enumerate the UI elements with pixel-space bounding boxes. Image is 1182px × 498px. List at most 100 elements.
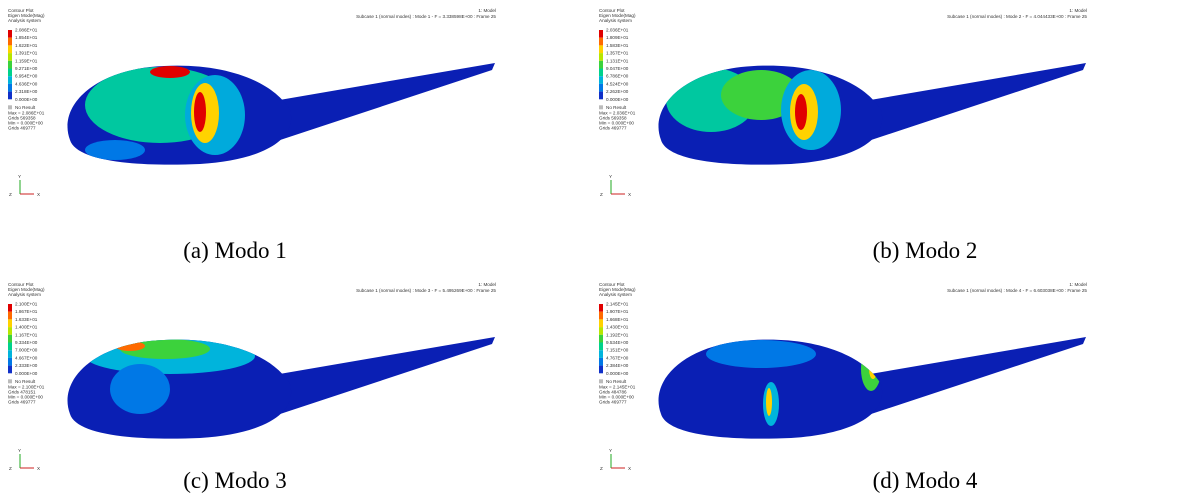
legend-label: 1.159E+01 — [15, 58, 38, 63]
legend-swatch — [8, 312, 12, 320]
subcase-label: Subcase 1 (normal modes) : Mode 3 - F = … — [356, 288, 496, 293]
legend-label: 1.391E+01 — [15, 51, 38, 56]
legend-swatch — [8, 319, 12, 327]
system: Analysis system — [8, 18, 41, 23]
system: Analysis system — [599, 18, 632, 23]
legend-label: 2.036E+01 — [606, 28, 629, 33]
legend-swatch — [599, 304, 603, 312]
triad-y-label: Y — [18, 174, 21, 179]
legend-swatch — [8, 38, 12, 46]
legend-label: 1.854E+01 — [15, 35, 38, 40]
legend-label: 1.131E+01 — [606, 58, 629, 63]
triad-z-label: Z — [600, 466, 603, 471]
legend-swatch — [8, 61, 12, 69]
legend-swatch — [599, 84, 603, 92]
legend-label: 6.954E+00 — [15, 74, 38, 79]
legend-label: 0.000E+00 — [606, 371, 629, 376]
no-result: No Result — [15, 379, 36, 384]
legend-swatch — [599, 335, 603, 343]
no-result-swatch — [8, 379, 12, 383]
triad-x-label: X — [37, 192, 40, 197]
legend-label: 1.430E+01 — [606, 325, 629, 330]
legend-label: 9.534E+00 — [606, 340, 629, 345]
caption: (b) Modo 2 — [873, 238, 978, 263]
min-grid: Grids 469777 — [599, 125, 627, 130]
legend-label: 7.000E+00 — [15, 348, 38, 353]
legend-swatch — [599, 350, 603, 358]
figure: Contour PlotEigen Mode(Mag)Analysis syst… — [0, 0, 1182, 498]
min-grid: Grids 469777 — [599, 399, 627, 404]
contour — [110, 364, 170, 414]
contour — [795, 94, 807, 130]
subcase-label: Subcase 1 (normal modes) : Mode 4 - F = … — [947, 288, 1087, 293]
triad-x-label: X — [37, 466, 40, 471]
legend-swatch — [599, 45, 603, 53]
triad-y-label: Y — [18, 448, 21, 453]
system: Analysis system — [8, 292, 41, 297]
legend-swatch — [8, 30, 12, 38]
legend-swatch — [599, 92, 603, 100]
model-label: 1: Model — [1069, 282, 1087, 287]
triad-z-label: Z — [600, 192, 603, 197]
triad-x-label: X — [628, 192, 631, 197]
panel: Contour PlotEigen Mode(Mag)Analysis syst… — [8, 282, 496, 471]
legend-swatch — [8, 343, 12, 351]
legend-swatch — [8, 350, 12, 358]
no-result: No Result — [606, 105, 627, 110]
legend-swatch — [8, 69, 12, 77]
legend-label: 2.384E+00 — [606, 363, 629, 368]
legend-label: 2.086E+01 — [15, 28, 38, 33]
min-grid: Grids 469777 — [8, 399, 36, 404]
legend-label: 1.633E+01 — [15, 317, 38, 322]
legend-label: 1.400E+01 — [15, 325, 38, 330]
legend-swatch — [599, 38, 603, 46]
legend-label: 6.786E+00 — [606, 74, 629, 79]
legend-swatch — [599, 53, 603, 61]
legend-swatch — [599, 76, 603, 84]
legend-label: 1.809E+01 — [606, 35, 629, 40]
caption: (a) Modo 1 — [183, 238, 286, 263]
triad-z-label: Z — [9, 192, 12, 197]
caption: (c) Modo 3 — [183, 468, 286, 493]
legend-swatch — [8, 76, 12, 84]
caption: (d) Modo 4 — [873, 468, 978, 493]
panel: Contour PlotEigen Mode(Mag)Analysis syst… — [599, 8, 1087, 197]
legend-label: 9.334E+00 — [15, 340, 38, 345]
legend-swatch — [8, 92, 12, 100]
legend-label: 1.668E+01 — [606, 317, 629, 322]
legend-swatch — [8, 53, 12, 61]
contour — [861, 347, 881, 391]
legend-swatch — [8, 45, 12, 53]
legend-label: 4.636E+00 — [15, 81, 38, 86]
legend-label: 2.318E+00 — [15, 89, 38, 94]
triad-z-label: Z — [9, 466, 12, 471]
no-result-swatch — [599, 379, 603, 383]
no-result-swatch — [599, 105, 603, 109]
legend-label: 2.333E+00 — [15, 363, 38, 368]
legend-swatch — [8, 358, 12, 366]
model-label: 1: Model — [1069, 8, 1087, 13]
legend-swatch — [599, 61, 603, 69]
legend-swatch — [599, 358, 603, 366]
triad-y-label: Y — [609, 174, 612, 179]
legend-label: 1.192E+01 — [606, 332, 629, 337]
model-label: 1: Model — [478, 282, 496, 287]
legend-swatch — [8, 327, 12, 335]
contour — [194, 92, 206, 132]
legend-swatch — [8, 335, 12, 343]
legend-label: 9.047E+00 — [606, 66, 629, 71]
legend-label: 1.167E+01 — [15, 332, 38, 337]
contour — [85, 140, 145, 160]
system: Analysis system — [599, 292, 632, 297]
legend-label: 0.000E+00 — [15, 97, 38, 102]
subcase-label: Subcase 1 (normal modes) : Mode 2 - F = … — [947, 14, 1087, 19]
legend-swatch — [8, 304, 12, 312]
legend-swatch — [599, 327, 603, 335]
legend-label: 1.357E+01 — [606, 51, 629, 56]
legend-label: 1.867E+01 — [15, 309, 38, 314]
contour — [766, 388, 772, 416]
legend-label: 2.262E+00 — [606, 89, 629, 94]
legend-swatch — [8, 84, 12, 92]
legend-swatch — [599, 343, 603, 351]
legend-swatch — [8, 366, 12, 374]
